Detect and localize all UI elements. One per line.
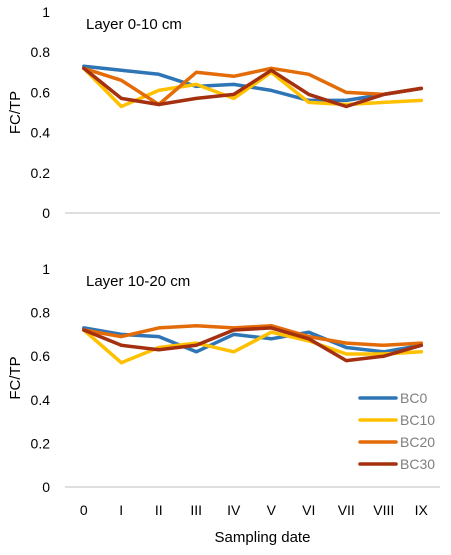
y-axis-title: FC/TP: [7, 356, 24, 399]
x-tick-label: VIII: [373, 502, 394, 518]
x-tick-label: I: [119, 502, 123, 518]
x-tick-label: III: [190, 502, 202, 518]
series-line-bc0: [82, 326, 424, 354]
x-tick-label: VI: [302, 502, 315, 518]
series-line-bc10: [82, 66, 424, 109]
y-tick-label: 0.2: [31, 435, 51, 451]
x-tick-label: V: [267, 502, 277, 518]
y-tick-label: 0: [42, 205, 50, 221]
legend-label: BC0: [400, 390, 427, 406]
panel-title: Layer 10-20 cm: [86, 273, 190, 290]
y-tick-label: 0.4: [31, 392, 51, 408]
y-tick-label: 0.6: [31, 84, 51, 100]
y-tick-label: 0.4: [31, 125, 51, 141]
y-tick-label: 0.8: [31, 305, 51, 321]
series-line-bc10: [82, 328, 424, 365]
x-tick-label: II: [155, 502, 163, 518]
panel-title: Layer 0-10 cm: [86, 16, 182, 33]
legend-label: BC30: [400, 456, 435, 472]
series-line-bc30: [82, 66, 424, 109]
legend-label: BC20: [400, 434, 435, 450]
y-tick-label: 0.8: [31, 44, 51, 60]
y-tick-label: 0.6: [31, 348, 51, 364]
x-tick-label: IX: [415, 502, 429, 518]
series-line-bc20: [82, 323, 424, 348]
x-tick-label: IV: [227, 502, 241, 518]
series-line-bc20: [82, 66, 424, 107]
y-axis-title: FC/TP: [7, 91, 24, 134]
x-tick-label: 0: [80, 502, 88, 518]
legend-label: BC10: [400, 412, 435, 428]
y-tick-label: 0.2: [31, 165, 51, 181]
x-axis-title: Sampling date: [215, 529, 311, 546]
x-tick-label: VII: [338, 502, 355, 518]
y-tick-label: 0: [42, 479, 50, 495]
y-tick-label: 1: [42, 261, 50, 277]
series-line-bc30: [82, 326, 424, 363]
y-tick-label: 1: [42, 4, 50, 20]
